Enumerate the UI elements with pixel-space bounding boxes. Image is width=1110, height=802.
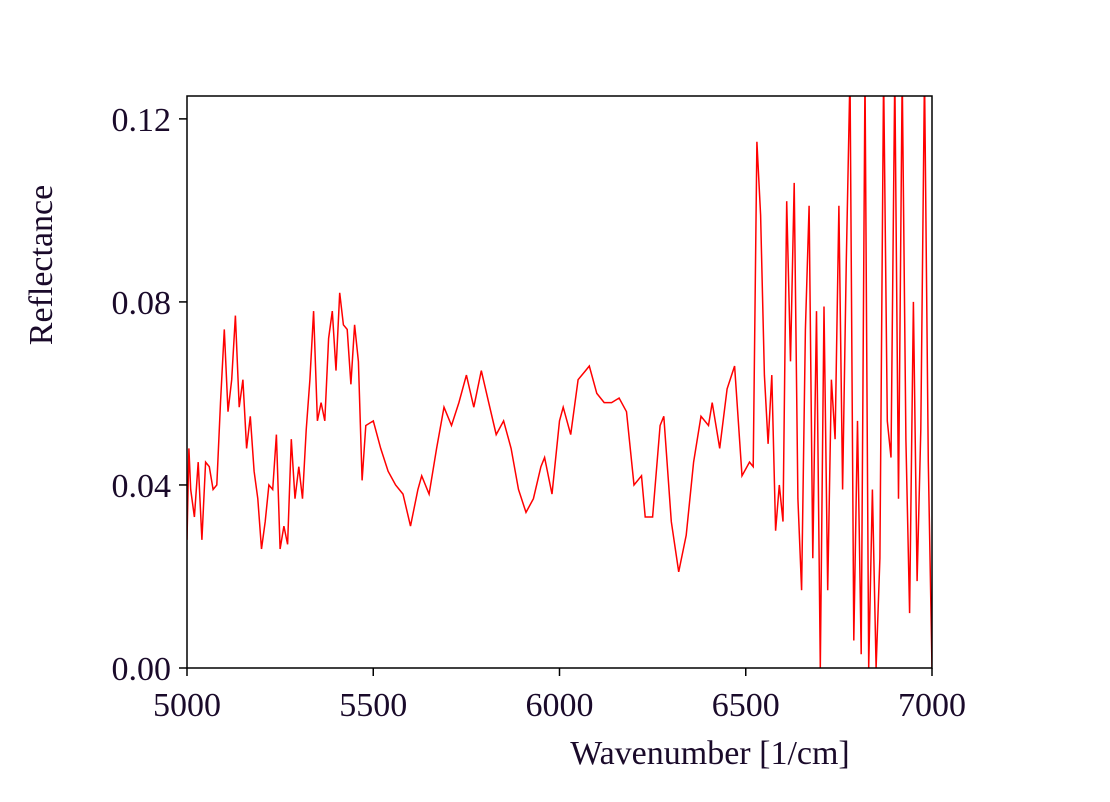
plot-frame: [186, 95, 933, 669]
y-axis-label: Reflectance: [23, 185, 60, 345]
y-tick-label: 0.00: [112, 651, 172, 688]
y-tick-label: 0.12: [112, 102, 172, 139]
y-tick-label: 0.08: [112, 285, 172, 322]
x-tick-label: 6000: [526, 687, 594, 724]
x-tick-label: 7000: [898, 687, 966, 724]
x-tick-label: 5000: [153, 687, 221, 724]
spectrum-line: [187, 96, 932, 668]
x-tick-label: 5500: [339, 687, 407, 724]
x-axis-label: Wavenumber [1/cm]: [570, 735, 850, 772]
y-tick-label: 0.04: [112, 468, 172, 505]
x-tick-label: 6500: [712, 687, 780, 724]
